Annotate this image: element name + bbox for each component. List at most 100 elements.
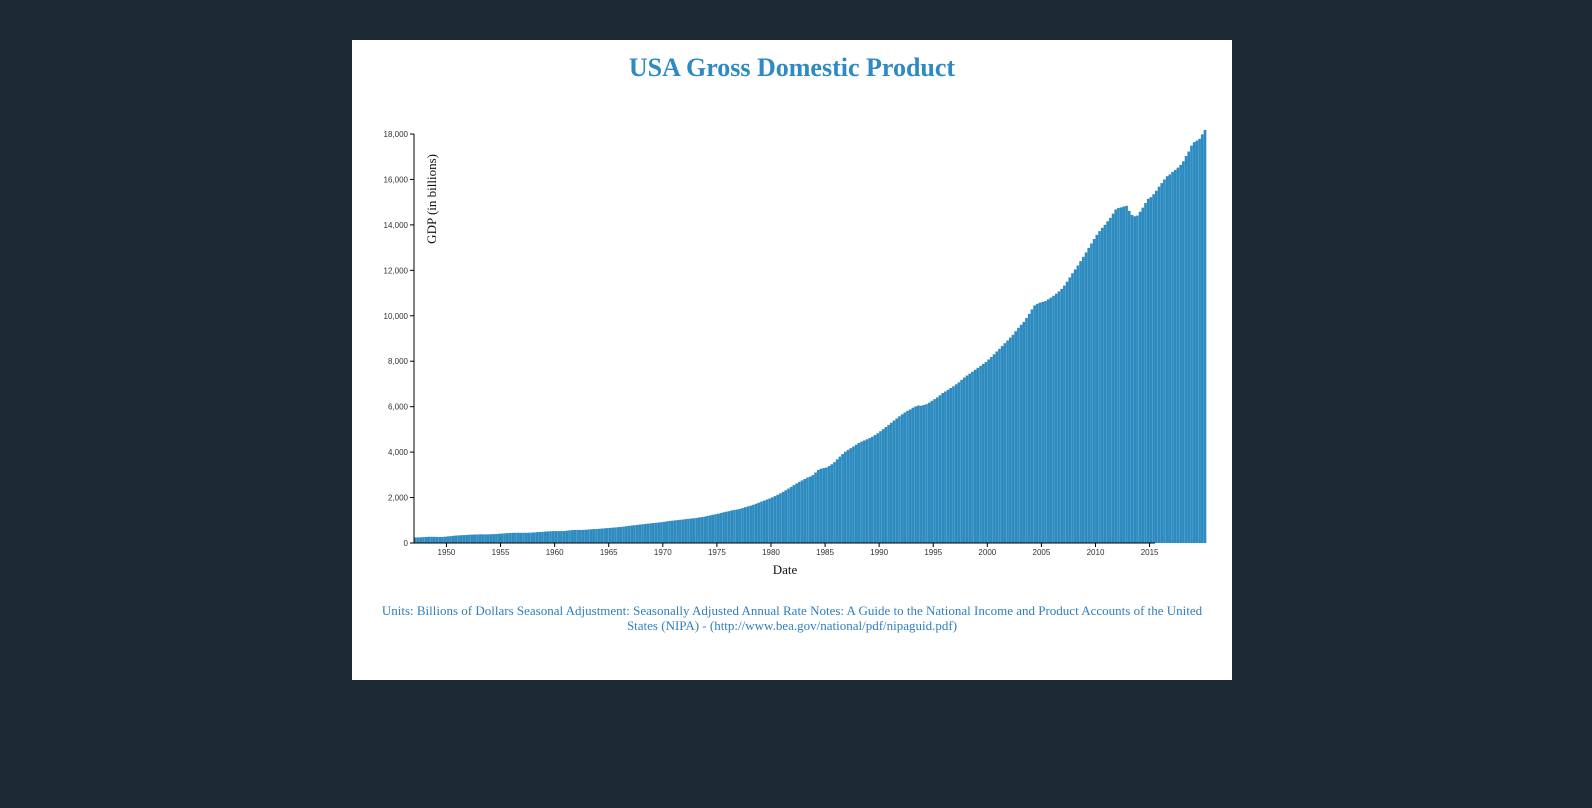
bar [654,522,658,543]
bar [795,483,798,543]
bar [1046,299,1050,543]
x-tick-label: 2015 [1141,548,1159,557]
bar [968,373,972,543]
bar [949,387,953,543]
bar [1008,337,1012,543]
bar [1079,261,1082,543]
bar [670,520,674,543]
bar [573,529,577,543]
bar [765,499,769,543]
bar [1041,301,1045,543]
bar [546,531,550,543]
bar [430,536,433,543]
bar [689,518,693,543]
bar [543,531,547,543]
bar [446,536,450,543]
bar [1052,295,1055,543]
y-axis: 0 2,000 4,000 6,000 8,000 10,000 12,000 14,000 1… [384,130,415,548]
bar [660,522,663,543]
bar [624,526,628,543]
bar [873,435,877,543]
x-tick-label: 2010 [1087,548,1105,557]
bar [1030,309,1034,543]
bar [889,422,893,543]
bar [633,525,636,543]
bar [495,533,498,543]
bar [1022,321,1026,543]
y-tick-label: 16,000 [384,175,409,184]
bar [438,536,441,543]
bar [1084,252,1088,543]
bar [1044,301,1047,543]
bar [560,531,563,543]
bar [1014,331,1018,543]
bar [611,527,615,543]
bar [798,481,801,543]
x-tick-label: 1975 [708,548,726,557]
bar [1103,224,1107,543]
bar [854,444,858,543]
bar [530,532,533,543]
bar [419,537,423,543]
bar [792,485,796,543]
bar [1000,346,1004,543]
bar [911,407,915,543]
bar [1038,302,1042,543]
bar [903,412,907,543]
bar [492,534,496,543]
x-tick-label: 1965 [600,548,618,557]
bar [568,530,571,543]
bar [1092,239,1096,544]
bar [708,515,712,543]
bar [933,399,936,543]
bar [1190,145,1193,543]
bar [1133,216,1137,543]
bar [503,533,506,543]
bar [849,448,853,543]
bar [787,488,790,543]
bar [914,406,917,543]
x-tick-label: 1960 [546,548,564,557]
bar [449,536,452,543]
bar [1187,151,1191,543]
bar [887,424,890,543]
gdp-bar-chart: 0 2,000 4,000 6,000 8,000 10,000 12,000 14,000 1… [384,129,1207,577]
bar [508,533,512,543]
x-tick-label: 1955 [492,548,510,557]
bar [1017,327,1020,543]
bar [827,466,831,543]
bar [727,511,731,543]
bar [1184,156,1188,543]
bar [1111,213,1115,543]
bar [1036,303,1039,543]
bar [865,439,869,543]
bar [535,532,539,543]
bar [1195,140,1199,543]
bar [603,528,606,543]
bar [1146,198,1150,543]
bar [995,351,999,543]
bar [538,532,542,543]
bar [962,377,966,543]
bar [1054,293,1058,543]
bar [773,496,777,543]
bar [1065,281,1069,543]
bar [1176,167,1180,543]
bar [1179,164,1182,543]
bar [803,478,807,543]
bar [960,379,963,543]
bar [1165,176,1169,543]
bar [716,513,720,543]
bar [641,524,644,543]
bar [505,533,509,543]
bar [576,529,579,543]
bar [487,534,490,543]
bar [746,506,750,543]
bar [811,475,815,543]
bar [587,529,590,543]
bar [565,530,569,543]
bar [597,528,601,543]
bar [1130,214,1134,543]
bar [976,367,980,543]
x-tick-label: 1990 [870,548,888,557]
